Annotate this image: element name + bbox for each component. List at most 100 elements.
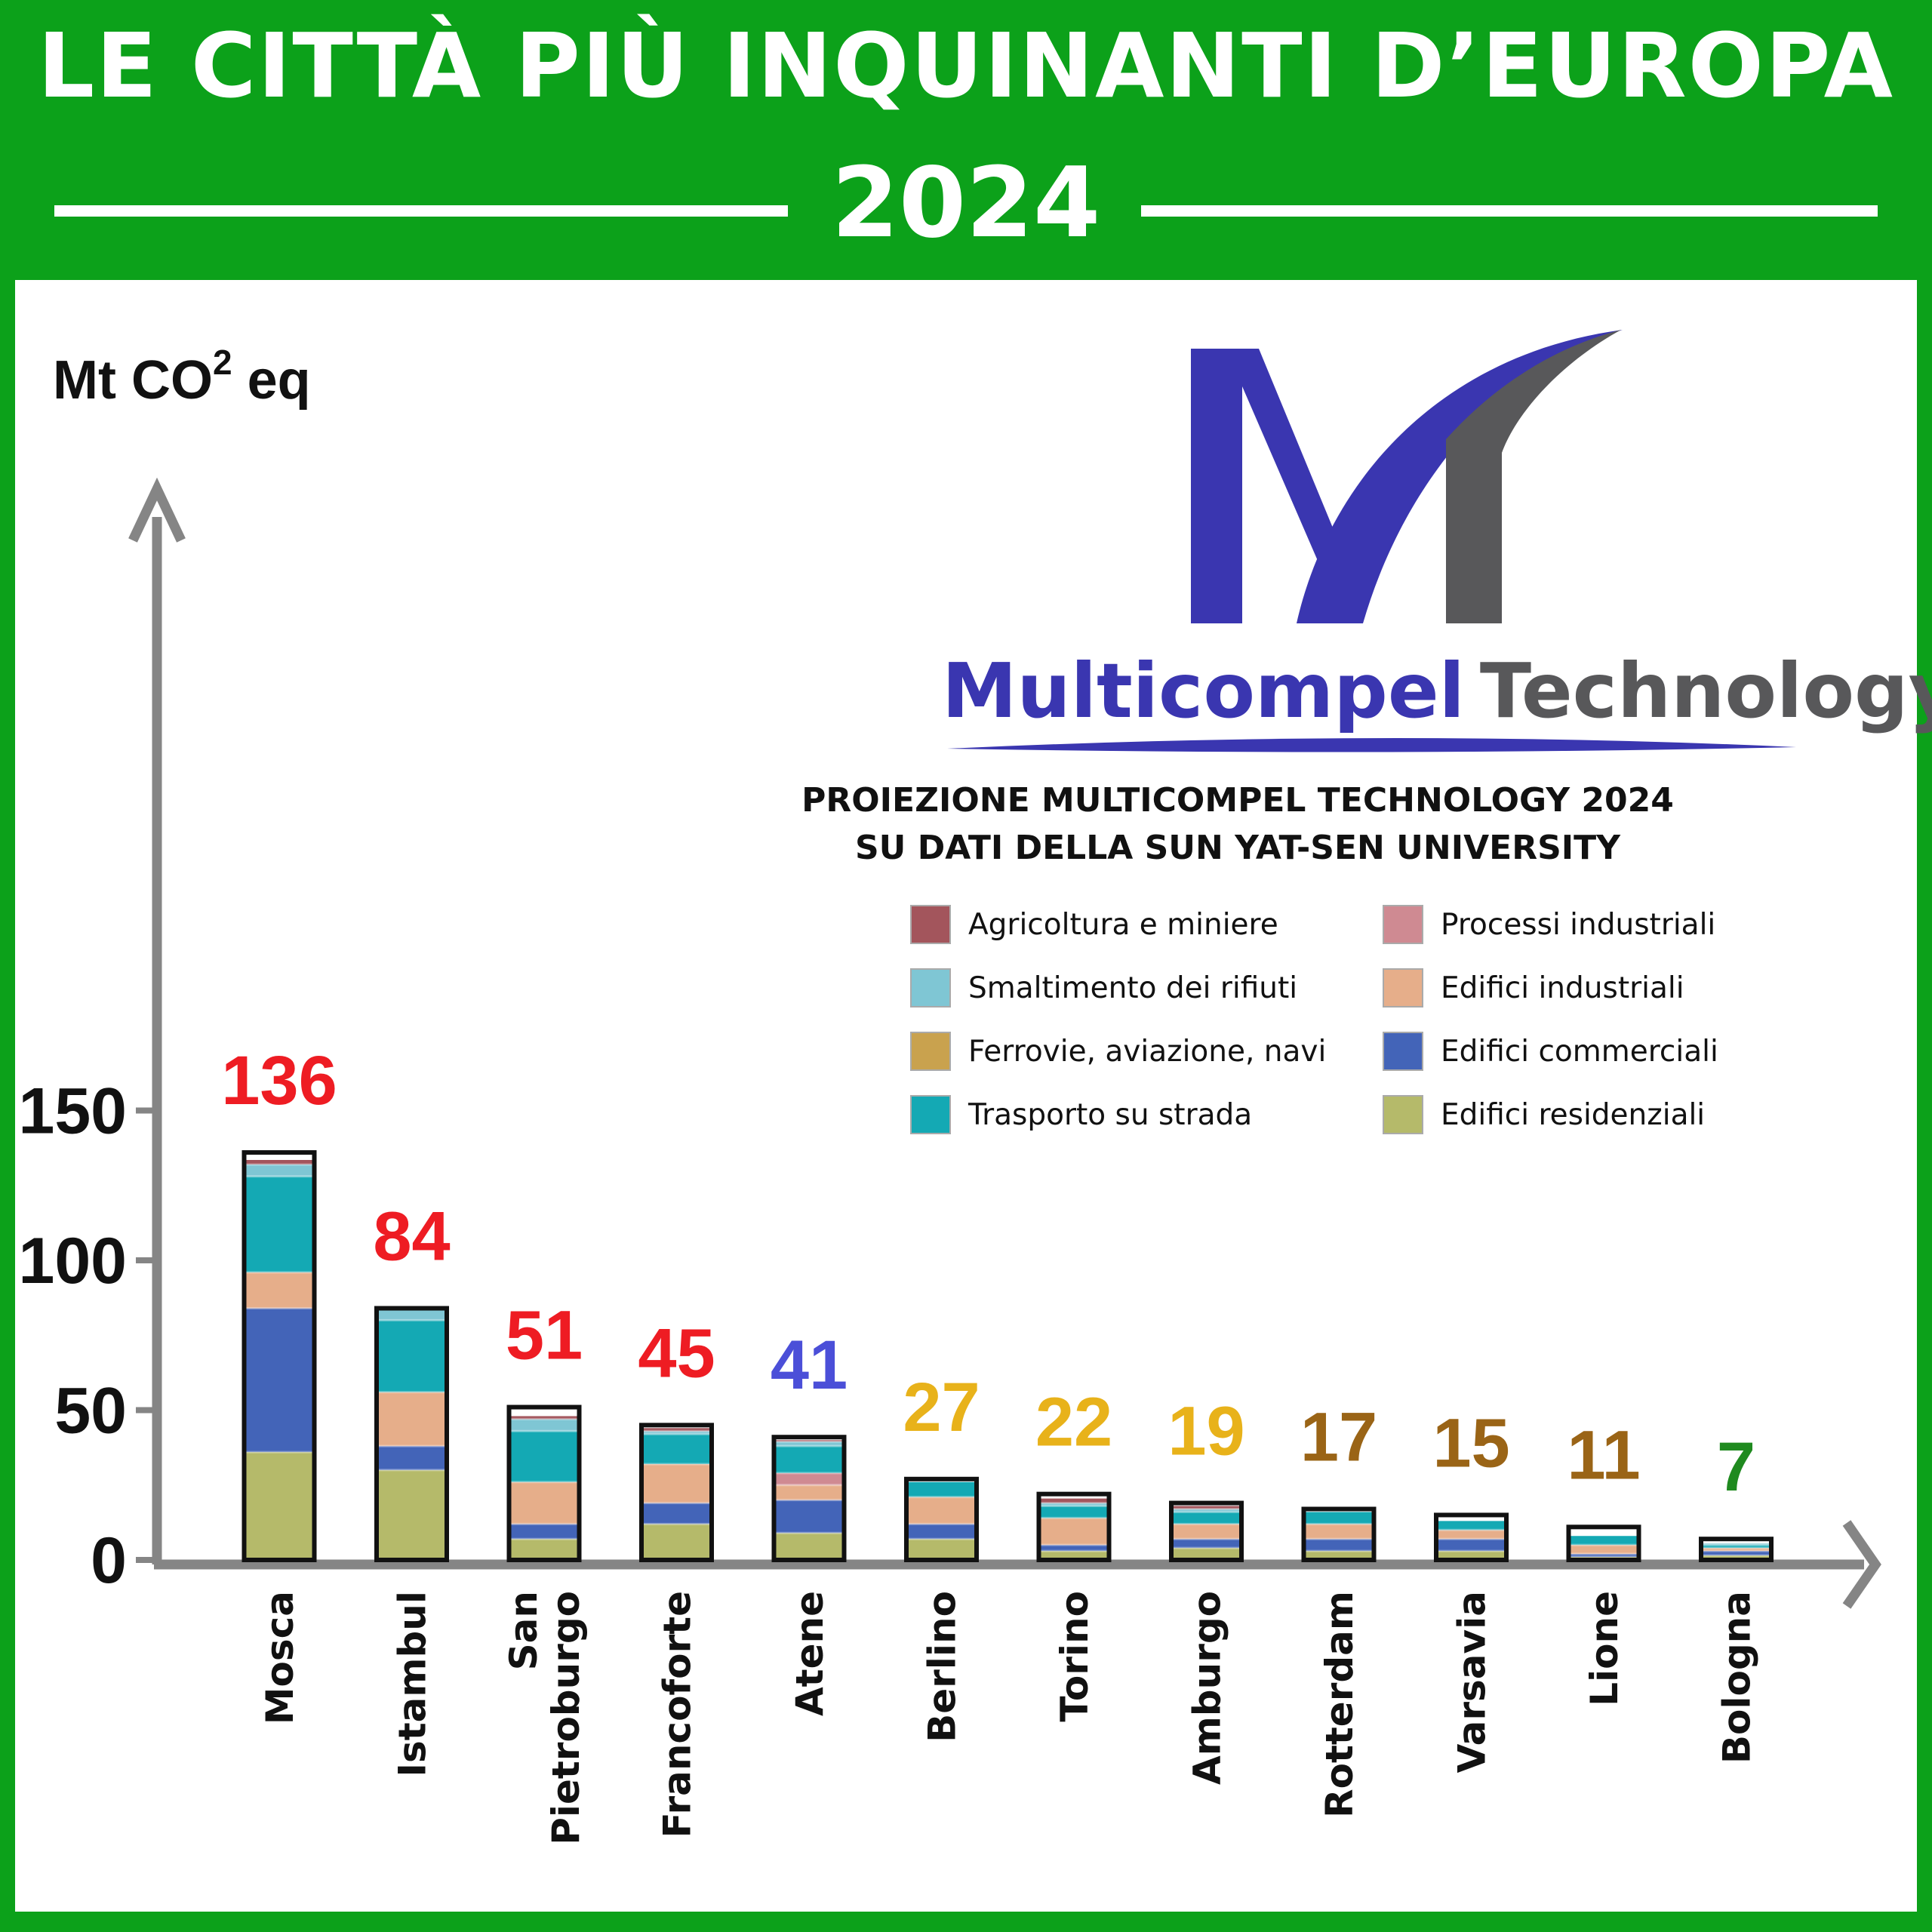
- y-tick-label: 100: [19, 1225, 128, 1297]
- city-label-line: Berlino: [921, 1591, 964, 1743]
- bar-total-label: 27: [903, 1369, 980, 1446]
- bar-segment: [774, 1440, 844, 1442]
- y-tick-label: 0: [91, 1524, 127, 1597]
- bar-total-label: 15: [1432, 1404, 1509, 1481]
- bar-segment: [1701, 1543, 1771, 1546]
- bar-segment: [1038, 1506, 1109, 1518]
- bar-segment: [774, 1500, 844, 1534]
- bar-total-label: 11: [1567, 1417, 1640, 1494]
- bar-segment: [509, 1481, 580, 1524]
- city-label-line: San: [502, 1591, 546, 1670]
- brand-subtitle-line2: SU DATI DELLA SUN YAT-SEN UNIVERSITY: [855, 829, 1621, 867]
- legend-swatch: [1383, 968, 1423, 1008]
- brand-subtitle-line1: PROIEZIONE MULTICOMPEL TECHNOLOGY 2024: [801, 781, 1674, 820]
- city-label-line: Rotterdam: [1318, 1591, 1361, 1818]
- bar-segment: [244, 1308, 315, 1453]
- bar-segment: [1701, 1548, 1771, 1552]
- bar-segment: [641, 1434, 712, 1464]
- page-title: LE CITTÀ PIÙ INQUINANTI D’EUROPA: [38, 14, 1894, 118]
- y-axis-label: Mt CO2 eq: [53, 343, 311, 411]
- bar-segment: [1568, 1536, 1639, 1546]
- bar-segment: [774, 1472, 844, 1485]
- legend-swatch: [910, 905, 951, 944]
- bar-segment: [244, 1272, 315, 1309]
- bar-segment: [1038, 1551, 1109, 1560]
- legend-label: Trasporto su strada: [968, 1098, 1252, 1132]
- bar-segment: [1436, 1530, 1506, 1540]
- bar-total-label: 22: [1035, 1384, 1112, 1461]
- bar-total-label: 136: [221, 1042, 337, 1119]
- bar-outline: [1036, 1491, 1112, 1563]
- bar-total-label: 51: [506, 1297, 583, 1374]
- bar-outline: [1169, 1500, 1244, 1562]
- bar-total-label: 45: [638, 1315, 715, 1392]
- y-tick-label: 150: [19, 1075, 128, 1148]
- city-label-line: Varsavia: [1451, 1591, 1494, 1773]
- title-rule-left: [54, 205, 788, 217]
- bar-segment: [1171, 1524, 1241, 1540]
- legend-swatch: [910, 968, 951, 1008]
- x-tick-label: Atene: [788, 1591, 832, 1716]
- bar-segment: [509, 1416, 580, 1420]
- bar-segment: [1568, 1554, 1639, 1558]
- x-tick-label: Varsavia: [1451, 1591, 1494, 1773]
- bar-outline: [242, 1150, 317, 1562]
- bar-segment: [1038, 1518, 1109, 1546]
- bar-segment: [1436, 1551, 1506, 1560]
- bar-segment: [1038, 1503, 1109, 1506]
- bar-segment: [1303, 1524, 1374, 1540]
- bar-segment: [774, 1446, 844, 1473]
- legend-label: Ferrovie, aviazione, navi: [968, 1035, 1326, 1069]
- page-year: 2024: [831, 147, 1101, 260]
- x-tick-label: Torino: [1053, 1591, 1097, 1722]
- bar-outline: [1301, 1506, 1377, 1563]
- y-axis-arrow-icon: [128, 477, 186, 543]
- bar-total-label: 19: [1168, 1393, 1244, 1470]
- bar-segment: [1436, 1521, 1506, 1531]
- bar-segment: [377, 1320, 447, 1392]
- bar-segment: [641, 1503, 712, 1524]
- bar-segment: [774, 1484, 844, 1500]
- legend-swatch: [1383, 1095, 1423, 1134]
- bar-segment: [244, 1176, 315, 1272]
- bar-segment: [1701, 1545, 1771, 1549]
- legend-swatch: [1383, 905, 1423, 944]
- bar-total-label: 7: [1717, 1429, 1755, 1506]
- bar-segment: [244, 1164, 315, 1177]
- bar-outline: [506, 1404, 582, 1563]
- x-tick-label: Mosca: [258, 1591, 302, 1724]
- legend-label: Edifici industriali: [1441, 971, 1684, 1005]
- bar-segment: [244, 1160, 315, 1164]
- legend-swatch: [1383, 1032, 1423, 1071]
- bar-segment: [641, 1428, 712, 1432]
- bar-total-label: 41: [771, 1327, 848, 1404]
- bar-segment: [1701, 1551, 1771, 1556]
- x-tick-label: Rotterdam: [1318, 1591, 1361, 1818]
- bar-segment: [509, 1524, 580, 1540]
- bar-segment: [774, 1533, 844, 1560]
- legend-swatch: [910, 1095, 951, 1134]
- bar-outline: [1699, 1537, 1774, 1562]
- bar-outline: [1434, 1512, 1509, 1562]
- bar-segment: [1303, 1551, 1374, 1560]
- legend-label: Processi industriali: [1441, 908, 1715, 942]
- bar-segment: [509, 1539, 580, 1560]
- bar-segment: [1568, 1545, 1639, 1555]
- bar-outline: [639, 1423, 714, 1562]
- city-label-line: Torino: [1053, 1591, 1097, 1722]
- bar-segment: [1436, 1539, 1506, 1552]
- bar-segment: [906, 1539, 977, 1560]
- bar-segment: [377, 1392, 447, 1447]
- bar-segment: [1171, 1506, 1241, 1509]
- bar-outline: [771, 1435, 847, 1562]
- legend-swatch: [910, 1032, 951, 1071]
- bar-outline: [904, 1476, 979, 1563]
- legend-label: Edifici commerciali: [1441, 1035, 1718, 1069]
- bar-segment: [509, 1419, 580, 1432]
- legend-label: Edifici residenziali: [1441, 1098, 1705, 1132]
- bar-outline: [1566, 1524, 1641, 1562]
- bar-total-label: 17: [1300, 1399, 1377, 1476]
- mt-monogram-logo: [1191, 330, 1623, 623]
